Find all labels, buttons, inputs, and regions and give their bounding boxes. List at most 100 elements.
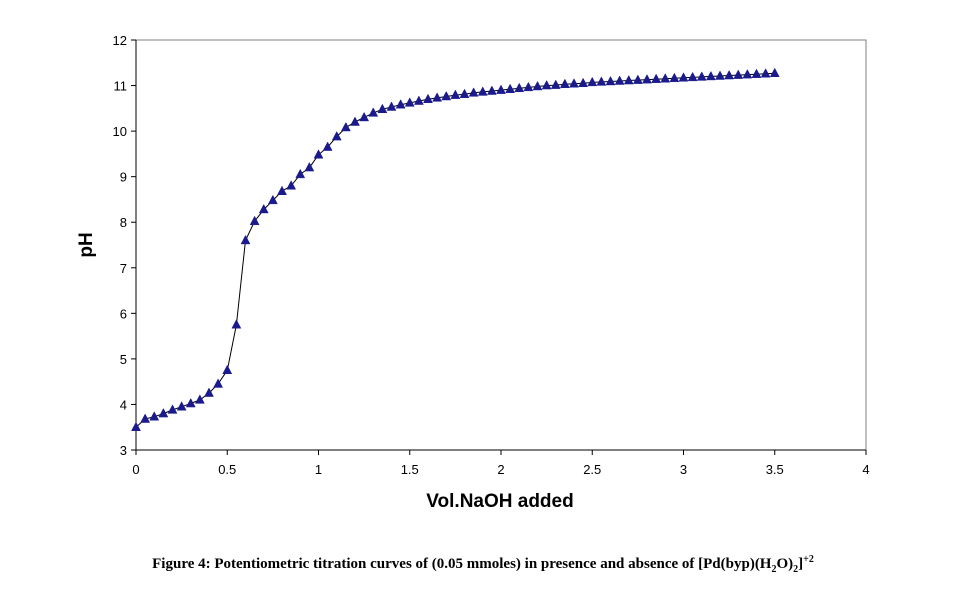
y-axis-title: pH	[76, 232, 97, 257]
data-point-marker	[277, 185, 287, 195]
data-point-marker	[240, 234, 251, 245]
data-point-marker	[404, 97, 415, 107]
data-point-marker	[559, 78, 570, 88]
data-point-marker	[340, 121, 351, 132]
data-point-marker	[669, 72, 680, 83]
data-point-marker	[578, 77, 589, 88]
x-tick-label: 2.5	[583, 462, 601, 477]
data-point-marker	[213, 378, 224, 388]
caption-sub-2: 2	[793, 564, 799, 575]
data-point-marker	[231, 319, 242, 329]
data-point-marker	[505, 83, 516, 93]
data-point-marker	[532, 80, 543, 91]
data-point-marker	[696, 71, 707, 81]
y-tick-label: 10	[113, 124, 127, 139]
data-point-marker	[304, 162, 315, 172]
y-tick-label: 8	[120, 215, 127, 230]
data-point-marker	[286, 180, 297, 190]
data-point-marker	[724, 69, 735, 80]
data-point-marker	[514, 82, 525, 93]
data-point-marker	[486, 85, 497, 95]
x-tick-label: 2	[497, 462, 504, 477]
data-point-marker	[258, 203, 269, 214]
x-axis-ticks: 0 0.5 1 1.5 2 2.5 3 3.5 4	[132, 450, 870, 477]
y-tick-label: 4	[120, 397, 127, 412]
caption-text-mid: O)	[776, 556, 794, 572]
data-point-marker	[660, 73, 671, 83]
data-point-marker	[413, 95, 424, 105]
plot-area	[135, 39, 867, 451]
data-point-marker	[140, 413, 151, 423]
data-point-marker	[185, 397, 196, 408]
data-point-marker	[423, 93, 433, 103]
data-point-marker	[678, 72, 689, 82]
data-point-marker	[386, 101, 397, 111]
data-point-marker	[541, 80, 552, 90]
data-point-marker	[742, 69, 753, 79]
data-point-marker	[642, 74, 652, 84]
caption-text: Figure 4: Potentiometric titration curve…	[152, 556, 772, 572]
y-tick-label: 12	[113, 33, 127, 48]
data-point-marker	[149, 411, 160, 421]
data-point-marker	[395, 99, 406, 109]
data-point-marker	[459, 88, 470, 98]
data-point-marker	[377, 103, 388, 113]
ph-curve-markers	[131, 67, 780, 431]
data-point-marker	[249, 215, 260, 226]
data-point-marker	[432, 92, 443, 102]
x-tick-label: 3	[680, 462, 687, 477]
x-tick-label: 1.5	[401, 462, 419, 477]
data-point-marker	[587, 76, 598, 87]
data-point-marker	[596, 76, 607, 86]
caption-text-end: ]	[798, 556, 804, 572]
data-point-marker	[523, 81, 534, 92]
data-point-marker	[441, 90, 452, 101]
data-point-marker	[496, 84, 506, 94]
data-point-marker	[632, 74, 643, 84]
data-point-marker	[350, 116, 360, 126]
y-tick-label: 9	[120, 170, 127, 185]
figure-caption: Figure 4: Potentiometric titration curve…	[0, 554, 966, 575]
data-point-marker	[651, 73, 662, 83]
data-point-marker	[194, 394, 205, 404]
data-point-marker	[222, 364, 233, 375]
y-tick-label: 7	[120, 261, 127, 276]
data-point-marker	[605, 75, 616, 86]
x-tick-label: 3.5	[766, 462, 784, 477]
data-point-marker	[368, 107, 379, 117]
data-point-marker	[295, 168, 306, 179]
data-point-marker	[751, 68, 762, 78]
data-point-marker	[131, 421, 141, 431]
data-point-marker	[176, 401, 187, 411]
data-point-marker	[204, 387, 214, 397]
y-tick-label: 3	[120, 443, 127, 458]
x-tick-label: 0	[132, 462, 139, 477]
data-point-marker	[158, 408, 169, 418]
data-point-marker	[322, 141, 333, 151]
data-point-marker	[623, 75, 634, 85]
data-point-marker	[550, 79, 561, 89]
data-point-marker	[769, 67, 780, 78]
data-point-marker	[450, 89, 461, 99]
data-point-marker	[359, 111, 370, 122]
data-point-marker	[331, 131, 342, 141]
x-axis-title: Vol.NaOH added	[426, 491, 573, 512]
data-point-marker	[715, 70, 725, 80]
data-point-marker	[705, 70, 716, 81]
data-point-marker	[687, 71, 698, 82]
data-point-marker	[760, 68, 771, 78]
data-point-marker	[313, 149, 324, 159]
y-axis-ticks: 3 4 5 6 7 8 9 10 11 12	[113, 33, 136, 458]
x-tick-label: 1	[315, 462, 322, 477]
caption-sub-1: 2	[771, 564, 777, 575]
data-point-marker	[614, 75, 625, 85]
data-point-marker	[733, 69, 744, 79]
data-point-marker	[468, 87, 479, 97]
data-point-marker	[569, 78, 579, 88]
data-point-marker	[267, 194, 278, 205]
data-point-marker	[477, 86, 488, 96]
y-tick-label: 11	[114, 79, 128, 94]
data-point-marker	[167, 404, 178, 414]
y-tick-label: 6	[120, 306, 127, 321]
x-tick-label: 0.5	[218, 462, 236, 477]
